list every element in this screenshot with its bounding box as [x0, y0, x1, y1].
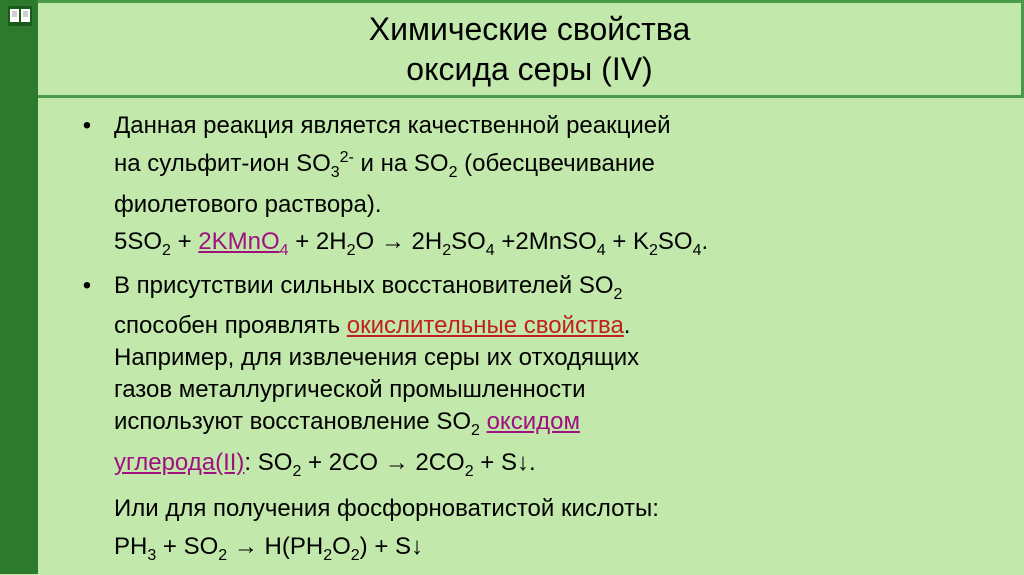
title-line-1: Химические свойства [369, 9, 691, 49]
kmno4-link[interactable]: 2KMnO4 [198, 228, 288, 255]
slide-content: • Данная реакция является качественной р… [60, 110, 1000, 575]
title-line-2: оксида серы (IV) [406, 49, 652, 89]
left-sidebar [0, 0, 38, 574]
bullet-1: • Данная реакция является качественной р… [60, 110, 1000, 221]
carbon-oxide-link[interactable]: оксидомуглерода(II) [114, 408, 580, 476]
equation-2: PH3 + SO2 → H(PH2O2) + S↓ [114, 528, 1000, 575]
bullet-2: • В присутствии сильных восстановителей … [60, 270, 1000, 488]
phosphorous-label: Или для получения фосфорноватистой кисло… [114, 490, 1000, 528]
slide-title-box: Химические свойства оксида серы (IV) [38, 0, 1024, 98]
equation-1: 5SO2 + 2KMnO4 + 2H2O → 2H2SO4 +2MnSO4 + … [114, 223, 1000, 270]
bullet-1-text: Данная реакция является качественной реа… [114, 110, 671, 221]
bullet-marker: • [60, 110, 114, 142]
book-icon [8, 6, 32, 26]
oxidative-properties-link[interactable]: окислительные свойства [347, 312, 624, 339]
bullet-2-text: В присутствии сильных восстановителей SO… [114, 270, 639, 488]
bullet-marker: • [60, 270, 114, 302]
